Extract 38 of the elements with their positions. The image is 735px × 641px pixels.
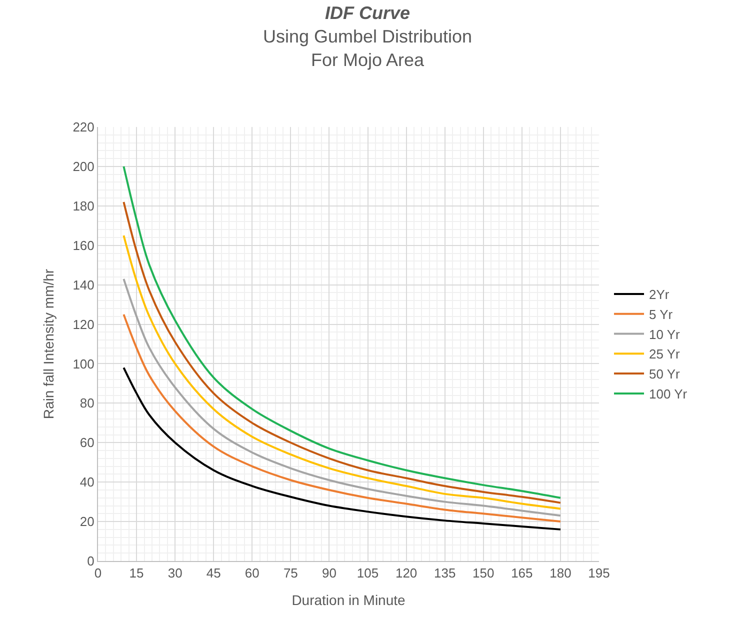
- x-tick-label: 120: [395, 566, 418, 581]
- y-tick-label: 20: [80, 514, 94, 530]
- y-tick-label: 120: [72, 316, 94, 332]
- x-tick-label: 135: [434, 566, 456, 581]
- y-tick-label: 220: [72, 120, 94, 135]
- legend-label: 5 Yr: [649, 306, 674, 322]
- y-tick-label: 0: [87, 554, 94, 569]
- y-tick-label: 180: [72, 198, 94, 214]
- x-tick-label: 45: [206, 566, 221, 581]
- y-tick-label: 40: [80, 474, 94, 490]
- legend-label: 25 Yr: [649, 346, 681, 362]
- x-tick-label: 15: [129, 566, 144, 581]
- x-tick-label: 75: [283, 566, 298, 581]
- x-tick-label: 165: [511, 566, 533, 581]
- x-tick-label: 60: [244, 566, 260, 581]
- chart-subtitle: Using Gumbel Distribution For Mojo Area: [262, 26, 472, 70]
- y-tick-label: 160: [72, 238, 94, 253]
- legend-label: 100 Yr: [649, 386, 688, 402]
- legend-label: 2Yr: [649, 287, 670, 302]
- x-tick-label: 30: [168, 566, 182, 581]
- x-tick-label: 195: [588, 566, 610, 581]
- y-tick-label: 60: [80, 435, 94, 450]
- y-tick-label: 100: [72, 356, 94, 372]
- x-tick-label: 105: [356, 566, 379, 581]
- x-tick-label: 180: [550, 566, 572, 581]
- legend-label: 50 Yr: [649, 366, 681, 382]
- x-tick-label: 150: [472, 566, 494, 581]
- line-series: [122, 366, 562, 530]
- y-tick-label: 140: [72, 277, 94, 292]
- y-tick-label: 200: [72, 159, 94, 174]
- y-axis-title: Rain fall Intensity mm/hr: [40, 268, 56, 420]
- legend-label: 10 Yr: [649, 326, 681, 342]
- line-series: [122, 278, 562, 517]
- line-series: [122, 313, 562, 523]
- chart-title: IDF Curve: [324, 3, 410, 24]
- y-tick-label: 80: [80, 396, 94, 411]
- x-axis-title: Duration in Minute: [292, 592, 406, 608]
- x-tick-label: 90: [322, 566, 336, 581]
